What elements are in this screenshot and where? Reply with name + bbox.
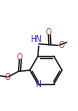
Text: O: O [59,41,65,50]
Text: O: O [16,53,22,62]
Text: N: N [35,80,41,89]
Text: O: O [46,28,52,37]
Text: O: O [5,73,11,82]
Text: HN: HN [30,35,42,44]
